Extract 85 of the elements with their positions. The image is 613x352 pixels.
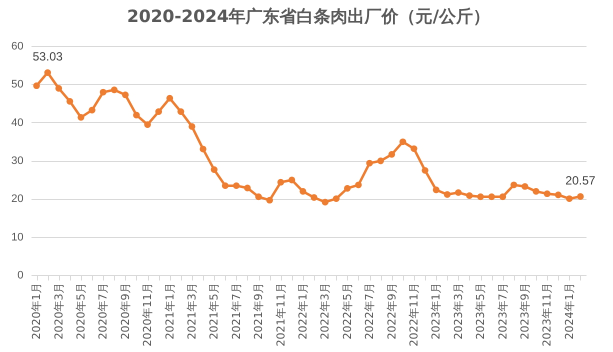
x-tick-label: 2022年11月 <box>407 282 420 346</box>
x-tick-label: 2020年7月 <box>96 282 110 340</box>
point <box>88 106 96 114</box>
point <box>332 195 340 202</box>
y-tick-label: 40 <box>11 116 24 129</box>
point <box>388 151 396 158</box>
point <box>177 108 184 115</box>
x-tick-label: 2023年7月 <box>496 282 510 340</box>
x-tick-label: 2021年9月 <box>252 282 266 340</box>
point <box>266 196 274 204</box>
y-tick-label: 10 <box>11 231 24 244</box>
point <box>66 98 74 105</box>
point <box>288 176 296 184</box>
point <box>532 188 540 195</box>
x-tick-label: 2022年3月 <box>318 282 332 340</box>
chart-title: 2020-2024年广东省白条肉出厂价（元/公斤） <box>127 7 490 27</box>
point <box>144 121 151 128</box>
point <box>466 192 473 199</box>
point <box>499 193 506 200</box>
point <box>310 194 318 201</box>
y-tick-label: 60 <box>11 40 24 52</box>
point <box>33 82 40 90</box>
point <box>454 189 462 196</box>
x-tick-label: 2021年5月 <box>208 282 221 340</box>
y-tick-label: 30 <box>11 155 24 167</box>
x-tick-label: 2020年3月 <box>52 282 66 340</box>
x-tick-label: 2022年7月 <box>363 282 376 340</box>
point <box>422 167 428 174</box>
data-label: 20.57 <box>565 173 596 188</box>
x-tick-label: 2023年1月 <box>430 282 443 340</box>
point <box>410 145 418 152</box>
point <box>300 188 306 195</box>
x-tick-label: 2020年1月 <box>30 282 44 340</box>
point <box>544 190 551 198</box>
point <box>44 69 52 76</box>
point <box>510 182 518 188</box>
point <box>255 193 262 200</box>
x-tick-label: 2021年7月 <box>230 282 243 340</box>
x-tick-label: 2023年5月 <box>474 282 488 340</box>
point <box>100 88 107 96</box>
point <box>133 112 140 118</box>
point <box>488 193 496 200</box>
point <box>554 192 562 198</box>
x-tick-label: 2021年1月 <box>163 282 176 340</box>
x-tick-label: 2020年9月 <box>118 282 132 340</box>
point <box>166 94 174 102</box>
x-tick-label: 2022年5月 <box>340 282 354 340</box>
y-tick-label: 20 <box>11 193 24 206</box>
x-tick-label: 2023年9月 <box>518 282 532 340</box>
point <box>277 178 284 186</box>
point <box>366 160 373 167</box>
point <box>244 184 251 192</box>
x-tick-label: 2021年11月 <box>274 282 288 346</box>
point <box>432 186 440 194</box>
point <box>399 138 406 146</box>
x-tick-label: 2022年9月 <box>385 282 398 340</box>
point <box>55 85 62 92</box>
point <box>78 114 84 121</box>
point <box>355 182 362 188</box>
point <box>188 123 196 130</box>
y-tick-label: 0 <box>17 270 24 282</box>
y-tick-label: 50 <box>11 78 24 91</box>
point <box>577 193 584 200</box>
x-tick-label: 2024年1月 <box>562 282 576 340</box>
point <box>566 195 573 202</box>
point <box>444 191 451 198</box>
point <box>322 198 329 206</box>
point <box>344 185 351 192</box>
data-label: 53.03 <box>32 50 63 64</box>
point <box>122 92 129 98</box>
x-tick-label: 2021年3月 <box>185 282 198 340</box>
point <box>222 182 229 190</box>
x-tick-label: 2020年11月 <box>141 282 154 346</box>
point <box>522 183 528 190</box>
point <box>200 146 206 152</box>
point <box>210 166 218 174</box>
point <box>155 108 162 115</box>
point <box>110 86 118 94</box>
x-tick-label: 2023年3月 <box>452 282 465 340</box>
point <box>232 182 240 190</box>
x-tick-label: 2020年5月 <box>74 282 88 340</box>
x-tick-label: 2022年1月 <box>296 282 310 340</box>
point <box>477 193 484 200</box>
x-tick-label: 2023年11月 <box>540 282 554 346</box>
point <box>377 158 384 164</box>
